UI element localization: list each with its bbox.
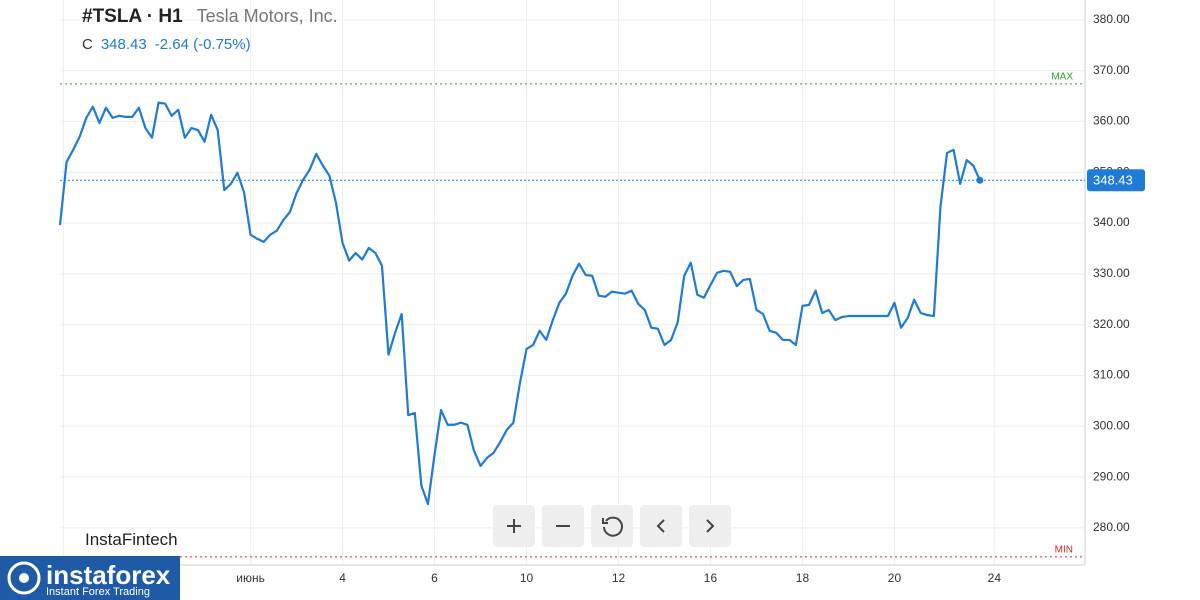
x-tick-label: 12 xyxy=(612,571,626,585)
zoom-out-button[interactable] xyxy=(542,505,584,547)
change: -2.64 (-0.75%) xyxy=(154,36,251,53)
symbol: #TSLA · H1 xyxy=(82,6,183,27)
zoom-in-button[interactable] xyxy=(493,505,535,547)
last-point xyxy=(976,176,984,184)
logo: instaforex Instant Forex Trading xyxy=(0,556,180,600)
company: Tesla Motors, Inc. xyxy=(196,6,338,26)
y-tick-label: 360.00 xyxy=(1093,114,1130,128)
watermark: InstaFintech xyxy=(85,530,178,549)
reset-button[interactable] xyxy=(591,505,633,547)
min-label: MIN xyxy=(1055,545,1073,556)
quote-row: C 348.43 -2.64 (-0.75%) xyxy=(82,36,338,53)
scroll-right-button[interactable] xyxy=(689,505,731,547)
y-tick-label: 380.00 xyxy=(1093,12,1130,26)
last-price-label: 348.43 xyxy=(1093,173,1133,188)
y-tick-label: 300.00 xyxy=(1093,418,1130,432)
logo-tagline: Instant Forex Trading xyxy=(46,586,150,598)
x-tick-label: 10 xyxy=(520,571,534,585)
y-tick-label: 310.00 xyxy=(1093,368,1130,382)
scroll-left-button[interactable] xyxy=(640,505,682,547)
y-tick-label: 320.00 xyxy=(1093,317,1130,331)
last-price-box xyxy=(1087,169,1145,192)
max-label: MAX xyxy=(1051,71,1073,82)
x-tick-label: 24 xyxy=(988,571,1002,585)
x-tick-label: июнь xyxy=(236,571,265,585)
x-tick-label: 16 xyxy=(704,571,718,585)
close-prefix: C xyxy=(82,36,93,53)
x-tick-label: 20 xyxy=(888,571,902,585)
price-line xyxy=(58,101,981,506)
logo-name: instaforex xyxy=(46,560,171,590)
y-tick-label: 290.00 xyxy=(1093,469,1130,483)
header: #TSLA · H1 Tesla Motors, Inc. C 348.43 -2.6… xyxy=(82,6,338,53)
last-price: 348.43 xyxy=(100,36,147,53)
x-tick-label: 4 xyxy=(339,571,346,585)
y-tick-label: 370.00 xyxy=(1093,63,1130,77)
y-tick-label: 330.00 xyxy=(1093,266,1130,280)
y-tick-label: 340.00 xyxy=(1093,215,1130,229)
x-tick-label: 6 xyxy=(431,571,438,585)
toolbar xyxy=(493,505,731,547)
y-tick-label: 280.00 xyxy=(1093,520,1130,534)
x-tick-label: 18 xyxy=(796,571,810,585)
